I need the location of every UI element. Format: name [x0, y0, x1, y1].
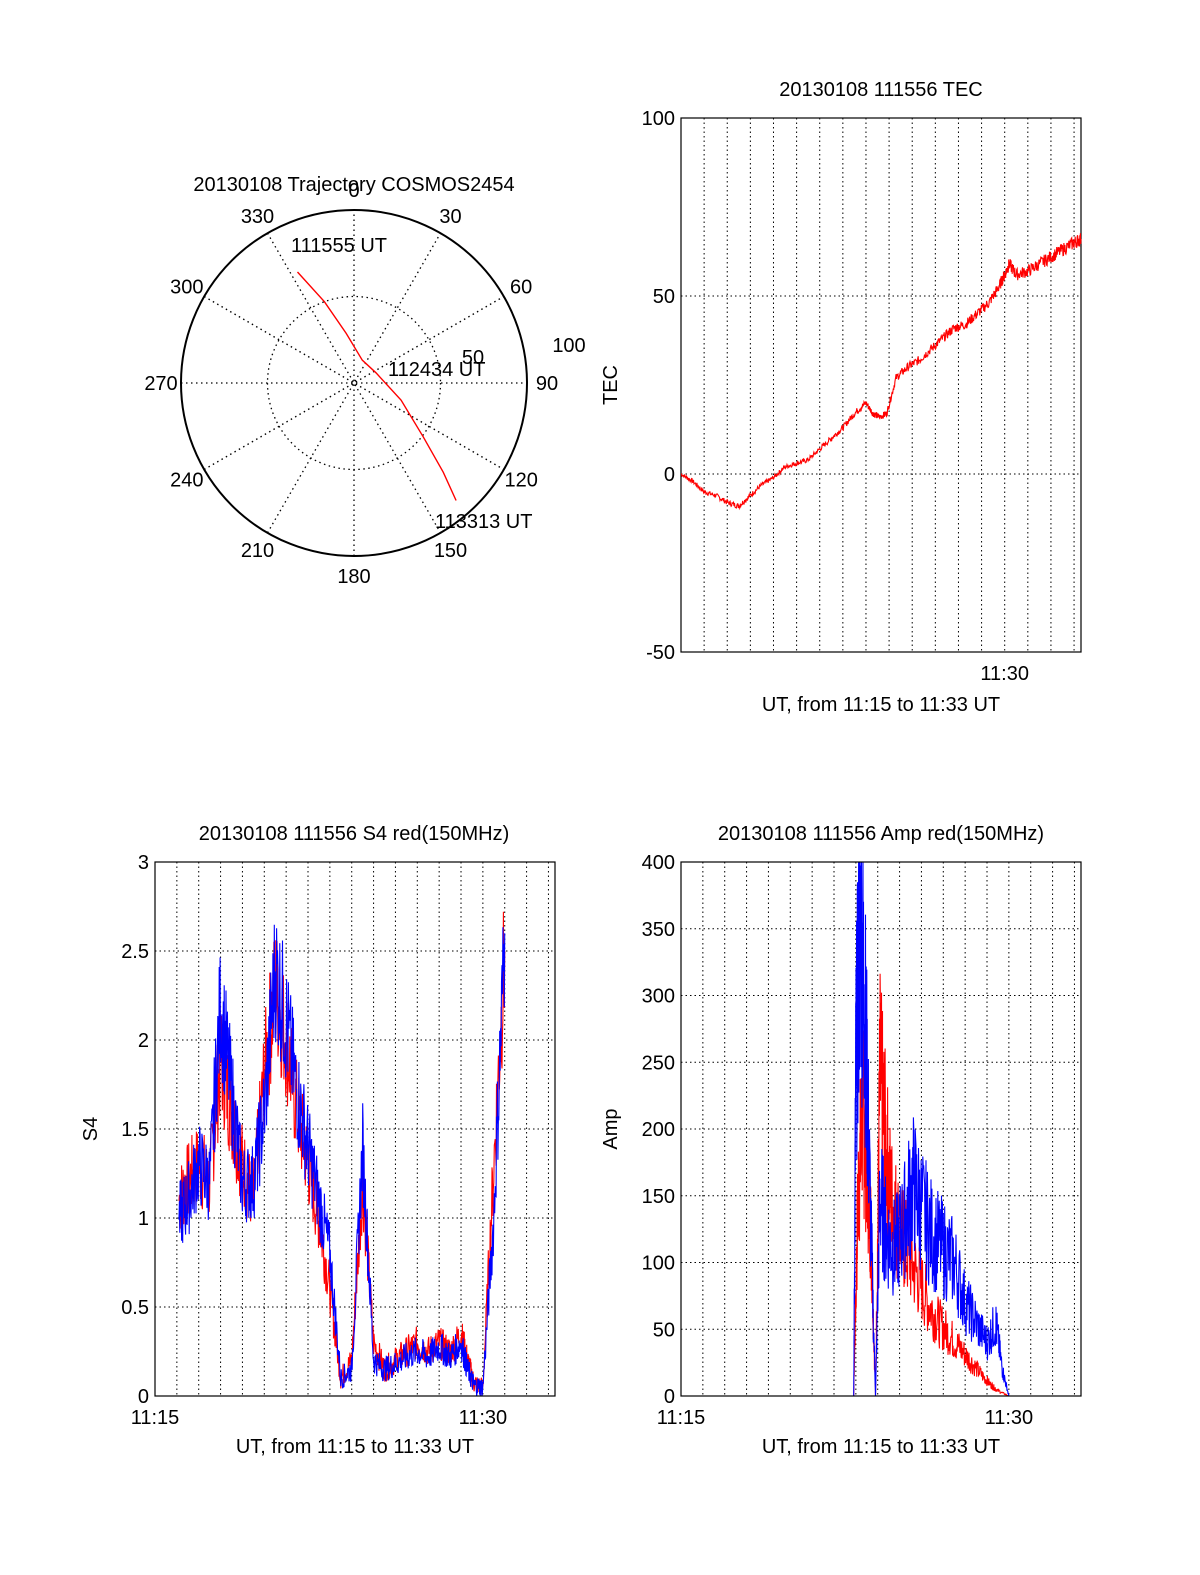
- amp-y-tick-label: 400: [642, 852, 675, 874]
- amp-x-tick-label: 11:15: [657, 1407, 706, 1429]
- tec-y-tick-label: -50: [646, 642, 675, 664]
- polar-outer-circle: [180, 209, 528, 557]
- s4-y-tick-label: 0.5: [121, 1297, 149, 1319]
- s4-y-tick-label: 1.5: [121, 1119, 149, 1141]
- tec-plot-frame: [680, 117, 1082, 653]
- polar-azimuth-label: 150: [434, 540, 467, 562]
- polar-azimuth-label: 60: [510, 277, 532, 299]
- tec-series: [680, 233, 1082, 511]
- amp-x-axis-label: UT, from 11:15 to 11:33 UT: [762, 1436, 1000, 1458]
- s4-series-line-red: [178, 911, 506, 1395]
- polar-azimuth-label: 120: [504, 470, 537, 492]
- amp-y-ticks: 0 50 100 150 200 250 300 350 400: [642, 852, 675, 1408]
- amp-plot-frame: [680, 861, 1082, 1397]
- polar-radius-label-100: 100: [552, 335, 585, 357]
- s4-y-tick-label: 2.5: [121, 941, 149, 963]
- s4-x-axis-label: UT, from 11:15 to 11:33 UT: [236, 1436, 474, 1458]
- polar-azimuth-label: 270: [144, 373, 177, 395]
- polar-azimuth-label: 0: [348, 180, 359, 202]
- amp-x-tick-label: 11:30: [985, 1407, 1034, 1429]
- s4-title: 20130108 111556 S4 red(150MHz): [199, 823, 510, 845]
- s4-y-ticks: 0 0.5 1 1.5 2 2.5 3: [121, 852, 149, 1408]
- trajectory-title: 20130108 Trajectory COSMOS2454: [193, 174, 514, 196]
- amp-panel: 20130108 111556 Amp red(150MHz) 0 50 100 15…: [600, 823, 1082, 1458]
- tec-y-tick-label: 100: [642, 108, 675, 130]
- s4-series-line-blue: [178, 924, 506, 1397]
- amp-y-tick-label: 0: [664, 1386, 675, 1408]
- polar-azimuth-label: 210: [241, 540, 274, 562]
- amp-x-ticks: 11:15 11:30: [657, 1407, 1033, 1429]
- s4-y-axis-label: S4: [80, 1117, 102, 1141]
- trajectory-track: [296, 271, 457, 501]
- s4-x-ticks: 11:15 11:30: [131, 1407, 507, 1429]
- amp-y-tick-label: 350: [642, 919, 675, 941]
- trajectory-start-label: 111555 UT: [291, 235, 387, 257]
- tec-grid: [681, 118, 1081, 652]
- s4-y-tick-label: 0: [138, 1386, 149, 1408]
- polar-grid: [181, 210, 527, 556]
- s4-x-tick-label: 11:30: [459, 1407, 508, 1429]
- polar-azimuth-label: 90: [536, 373, 558, 395]
- polar-azimuth-label: 300: [170, 277, 203, 299]
- amp-series: [702, 861, 1081, 1397]
- amp-y-tick-label: 50: [653, 1319, 675, 1341]
- s4-y-tick-label: 1: [138, 1208, 149, 1230]
- polar-azimuth-label: 330: [241, 206, 274, 228]
- polar-grid-spoke: [203, 295, 505, 471]
- s4-y-tick-label: 3: [138, 852, 149, 874]
- s4-panel: 20130108 111556 S4 red(150MHz) 0 0.5 1 1.5 2…: [80, 823, 556, 1458]
- amp-y-tick-label: 200: [642, 1119, 675, 1141]
- s4-y-tick-label: 2: [138, 1030, 149, 1052]
- polar-grid-spoke: [266, 232, 442, 534]
- tec-x-axis-label: UT, from 11:15 to 11:33 UT: [762, 694, 1000, 716]
- amp-series-line-blue: [702, 861, 1081, 1397]
- s4-x-tick-label: 11:15: [131, 1407, 180, 1429]
- polar-grid-spoke: [266, 232, 442, 534]
- polar-azimuth-labels: 0 30 60 90 120 150 180 210 240 270 300 330: [144, 180, 558, 588]
- polar-azimuth-label: 240: [170, 470, 203, 492]
- amp-y-tick-label: 250: [642, 1052, 675, 1074]
- amp-title: 20130108 111556 Amp red(150MHz): [718, 823, 1044, 845]
- tec-y-ticks: -50 0 50 100: [642, 108, 675, 664]
- tec-series-line-red: [680, 233, 1082, 511]
- s4-series: [178, 911, 506, 1397]
- tec-panel: 20130108 111556 TEC -50 0 50 100 11:30 UT, …: [600, 79, 1082, 716]
- polar-azimuth-label: 180: [337, 566, 370, 588]
- amp-y-axis-label: Amp: [600, 1108, 622, 1149]
- polar-azimuth-label: 30: [439, 206, 461, 228]
- polar-grid-spoke: [203, 295, 505, 471]
- s4-plot-frame: [154, 861, 556, 1397]
- amp-y-tick-label: 300: [642, 986, 675, 1008]
- tec-x-tick-label: 11:30: [980, 663, 1029, 685]
- amp-y-tick-label: 150: [642, 1186, 675, 1208]
- amp-series-line-red: [702, 973, 1081, 1397]
- amp-grid: [681, 862, 1081, 1396]
- tec-y-axis-label: TEC: [600, 365, 622, 405]
- polar-radius-label-50: 50: [462, 347, 484, 369]
- polar-grid-circle: [266, 295, 442, 471]
- tec-title: 20130108 111556 TEC: [779, 79, 983, 101]
- amp-y-tick-label: 100: [642, 1253, 675, 1275]
- tec-y-tick-label: 0: [664, 464, 675, 486]
- trajectory-mid-label: 112434 UT: [388, 359, 485, 381]
- trajectory-end-label: 113313 UT: [435, 511, 532, 533]
- tec-x-ticks: 11:30: [980, 663, 1029, 685]
- trajectory-panel: 20130108 Trajectory COSMOS2454 0 30 60 90 12…: [144, 174, 585, 588]
- tec-y-tick-label: 50: [653, 286, 675, 308]
